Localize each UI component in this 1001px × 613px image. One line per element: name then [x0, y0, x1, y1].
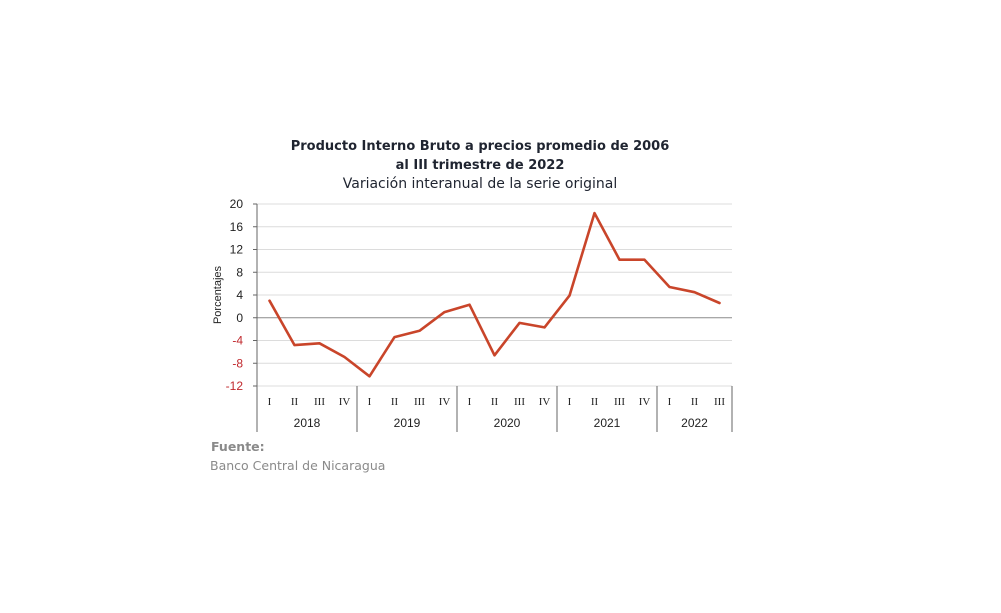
gridlines — [257, 203, 732, 387]
y-tick-label: -12 — [226, 379, 244, 393]
x-tick-label-year: 2019 — [394, 416, 421, 430]
y-tick-label: 12 — [230, 243, 244, 257]
x-tick-label-quarter: IV — [339, 396, 351, 408]
y-tick-label: -8 — [232, 356, 243, 370]
x-tick-label-quarter: III — [614, 396, 625, 408]
x-tick-label-year: 2020 — [494, 416, 521, 430]
chart-subtitle: Variación interanual de la serie origina… — [342, 176, 618, 192]
axes — [253, 203, 733, 432]
y-axis-label: Porcentajes — [212, 265, 224, 324]
series-layer — [268, 211, 721, 378]
x-tick-label-quarter: I — [368, 396, 372, 408]
x-tick-label-year: 2021 — [594, 416, 621, 430]
x-tick-label-quarter: III — [514, 396, 525, 408]
y-tick-label: 0 — [236, 311, 243, 325]
x-tick-label-quarter: IV — [639, 396, 651, 408]
x-tick-label-year: 2022 — [681, 416, 708, 430]
x-tick-label-quarter: I — [568, 396, 572, 408]
x-tick-label-quarter: IV — [539, 396, 551, 408]
x-tick-label-quarter: III — [714, 396, 725, 408]
x-tick-label-quarter: IV — [439, 396, 451, 408]
y-tick-label: 20 — [230, 197, 244, 211]
x-tick-label-quarter: II — [391, 396, 399, 408]
x-tick-label-quarter: II — [591, 396, 599, 408]
y-tick-label: 16 — [230, 220, 244, 234]
y-tick-label: -4 — [232, 334, 243, 348]
x-tick-label-year: 2018 — [294, 416, 321, 430]
x-tick-label-quarter: II — [491, 396, 499, 408]
x-tick-label-quarter: I — [468, 396, 472, 408]
source-label: Fuente: — [211, 439, 265, 454]
y-tick-label: 4 — [236, 288, 243, 302]
source-text: Banco Central de Nicaragua — [210, 458, 386, 473]
x-tick-label-quarter: I — [268, 396, 272, 408]
x-tick-label-quarter: II — [691, 396, 699, 408]
x-tick-label-quarter: III — [314, 396, 325, 408]
x-tick-label-quarter: II — [291, 396, 299, 408]
x-tick-label-quarter: I — [668, 396, 672, 408]
x-tick-label-quarter: III — [414, 396, 425, 408]
chart-title-line2: al III trimestre de 2022 — [395, 158, 565, 173]
y-tick-label: 8 — [236, 265, 243, 279]
chart-title-line1: Producto Interno Bruto a precios promedi… — [290, 139, 670, 154]
